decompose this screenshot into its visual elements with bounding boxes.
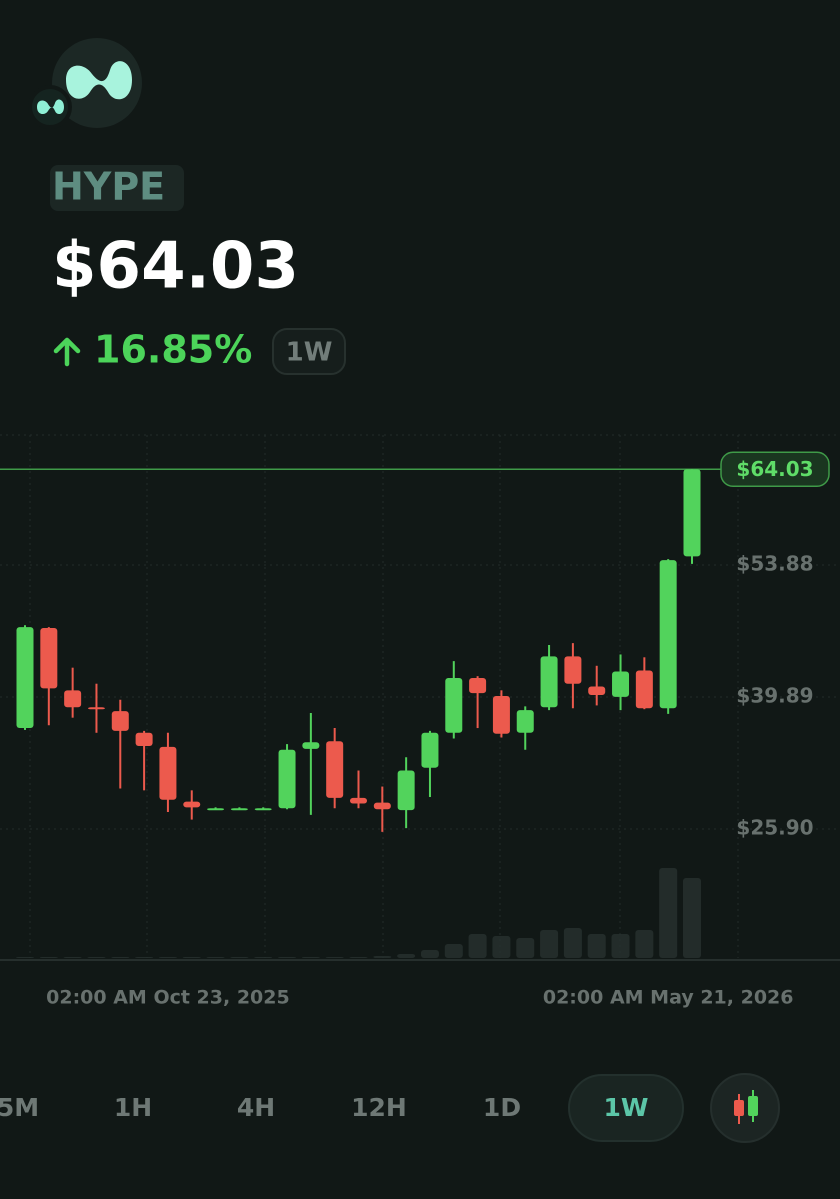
candle-body [469, 678, 487, 694]
volume-bar [230, 957, 249, 958]
candle-body [564, 656, 582, 684]
change: 16.85% [94, 328, 252, 372]
volume-bar [635, 930, 654, 958]
candle-body [445, 678, 463, 733]
candle-body [397, 770, 415, 811]
volume-bar [397, 954, 416, 958]
candle-body [302, 742, 320, 749]
candle-body [373, 802, 391, 810]
candle-body [588, 686, 606, 696]
candle-body [540, 656, 558, 708]
candle-body [635, 670, 653, 709]
candle-body [40, 628, 58, 689]
volume-bar [158, 957, 177, 958]
volume-bar [540, 930, 559, 958]
candle-body [350, 797, 367, 804]
volume-bar [63, 957, 82, 958]
candle-body [16, 627, 34, 729]
volume-bar [325, 957, 344, 958]
volume-bar [420, 950, 439, 958]
candle-body [230, 808, 248, 811]
y-tick-label: $53.88 [736, 552, 813, 576]
volume-bar [111, 957, 130, 958]
tab[interactable]: 5M [0, 1093, 39, 1122]
y-tick-label: $39.89 [736, 684, 813, 708]
chart: $25.90 $39.89 $53.88 $64.03 02:00 AM Oct 23,… [0, 434, 840, 1009]
current-price-badge [720, 451, 830, 488]
volume-bar [39, 957, 58, 958]
volume-bar [182, 957, 201, 958]
chart-type-button[interactable] [710, 1073, 780, 1143]
candle-body [254, 808, 272, 811]
candle-body [492, 695, 510, 734]
candle-body [87, 707, 105, 710]
volume-bar [587, 934, 606, 958]
volume-bar [563, 928, 582, 958]
volume-bar [659, 868, 678, 958]
volume-bar [611, 934, 630, 958]
candle-body [683, 469, 701, 557]
volume-bar [516, 938, 535, 958]
candle-body [659, 560, 677, 709]
volume-bar [87, 957, 106, 958]
x-tick-label: 02:00 AM May 21, 2026 [543, 987, 794, 1009]
volume-bar [254, 957, 273, 958]
candle-body [326, 741, 344, 798]
candle-body [64, 690, 82, 708]
volume-bar [492, 936, 511, 958]
token-logo [28, 38, 142, 129]
current-price-label: $64.03 [736, 457, 813, 481]
tab[interactable]: 1D [483, 1093, 521, 1122]
period-badge [272, 328, 346, 375]
tab[interactable]: 1H [114, 1093, 152, 1122]
selected-tab[interactable]: 1W [604, 1093, 649, 1122]
volume-bar [683, 878, 701, 958]
volume-bar [373, 956, 392, 958]
tab[interactable]: 12H [351, 1093, 407, 1122]
volume-bar [135, 957, 154, 958]
volume-bar [349, 957, 368, 958]
timeframe-tabs: 5M 1H 4H 12H 1D 1W [0, 1074, 684, 1142]
volume-bar [444, 944, 463, 958]
candle-body [135, 732, 153, 746]
volume-bar [206, 957, 225, 958]
symbol-badge [50, 165, 184, 211]
y-tick-label: $25.90 [736, 816, 813, 840]
volume-bar [468, 934, 487, 958]
candle-body [516, 710, 534, 733]
volume-bar [301, 957, 320, 958]
up-arrow [53, 337, 81, 367]
candle-body [421, 732, 439, 768]
candle-body [207, 808, 225, 811]
symbol: HYPE [52, 165, 165, 209]
volume-bar [16, 957, 34, 958]
tab[interactable]: 4H [237, 1093, 275, 1122]
selected-tab-pill [568, 1074, 684, 1142]
x-tick-label: 02:00 AM Oct 23, 2025 [46, 987, 290, 1009]
price: $64.03 [52, 230, 299, 304]
candle-body [278, 749, 296, 809]
period: 1W [286, 338, 333, 368]
candle-body [183, 801, 201, 808]
candle-body [159, 746, 177, 800]
candle-body [111, 711, 129, 731]
volume-bar [278, 957, 297, 958]
candle-body [612, 671, 630, 697]
